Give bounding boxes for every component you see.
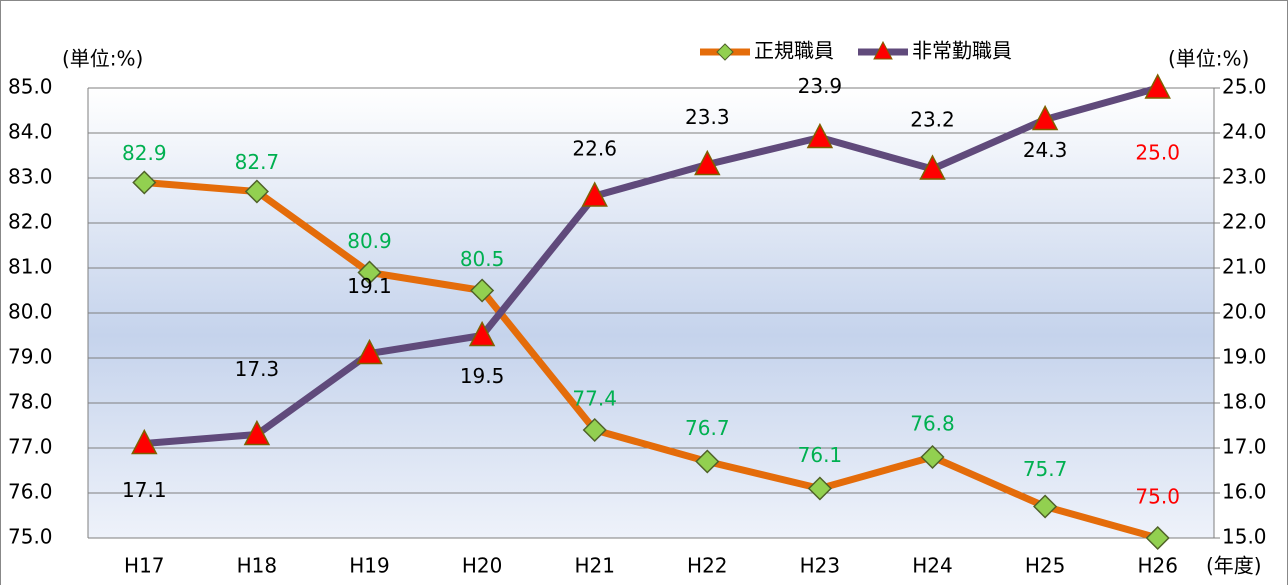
x-tick-label: H17 [124,554,165,578]
marker [806,122,834,149]
marker [244,179,269,204]
y2-tick-label: 16.0 [1222,480,1267,504]
y2-tick-label: 19.0 [1222,345,1267,369]
y2-tick-label: 21.0 [1222,255,1267,279]
x-tick-label: H24 [912,554,953,578]
data-label: 24.3 [1023,138,1068,162]
y2-tick-label: 22.0 [1222,210,1267,234]
data-label: 76.7 [685,416,730,440]
y2-unit-label: (単位:%) [1168,47,1249,71]
marker [1031,104,1059,131]
data-label: 76.1 [798,443,843,467]
marker [919,154,946,180]
data-label: 75.7 [1023,457,1068,481]
data-label: 76.8 [910,412,955,436]
marker [807,476,832,501]
y-tick-label: 77.0 [8,435,53,459]
marker [582,417,607,443]
y-tick-label: 82.0 [8,210,53,234]
y2-tick-label: 23.0 [1222,165,1267,189]
marker [468,320,496,347]
legend-marker [873,40,893,60]
y2-tick-label: 20.0 [1222,300,1267,324]
y-tick-label: 84.0 [8,120,53,144]
marker [243,419,271,446]
data-label: 19.1 [347,274,392,298]
marker [1144,73,1171,99]
y-tick-label: 79.0 [8,345,53,369]
data-label: 23.2 [910,108,955,132]
data-label: 25.0 [1135,141,1180,165]
marker [1145,525,1170,551]
x-tick-label: H19 [349,554,390,578]
x-tick-label: H22 [687,554,728,578]
marker [357,260,382,285]
data-label: 77.4 [572,387,617,411]
y-tick-label: 76.0 [8,480,53,504]
data-label: 80.9 [347,229,392,253]
legend-label: 正規職員 [754,39,834,63]
marker [1033,494,1058,519]
y2-tick-label: 25.0 [1222,75,1267,99]
x-tick-label: H25 [1025,554,1066,578]
y-tick-label: 80.0 [8,300,53,324]
marker [920,444,945,470]
marker [581,181,608,207]
series-line [144,179,1159,542]
data-label: 23.9 [798,74,843,98]
y-tick-label: 75.0 [8,525,53,549]
data-label: 82.9 [122,141,167,165]
y2-tick-label: 17.0 [1222,435,1267,459]
x-tick-label: H23 [800,554,841,578]
data-label: 80.5 [460,247,505,271]
y-unit-label: (単位:%) [62,47,143,71]
x-tick-label: H18 [237,554,278,578]
y2-tick-label: 24.0 [1222,120,1267,144]
y-tick-label: 81.0 [8,255,53,279]
marker [132,170,157,195]
data-label: 23.3 [685,105,730,129]
legend-label: 非常勤職員 [912,39,1012,63]
data-label: 82.7 [235,150,280,174]
series-line [144,84,1159,447]
marker [470,278,495,303]
data-label: 17.3 [235,357,280,381]
x-tick-label: H21 [574,554,615,578]
y2-tick-label: 18.0 [1222,390,1267,414]
marker [695,449,720,474]
data-label: 22.6 [572,137,617,161]
y2-tick-label: 15.0 [1222,525,1267,549]
x-tick-label: H26 [1137,554,1178,578]
data-label: 19.5 [460,364,505,388]
x-axis-label: (年度) [1206,554,1262,578]
marker [131,428,158,455]
marker [694,149,721,176]
x-tick-label: H20 [462,554,503,578]
marker [356,338,383,365]
data-label: 17.1 [122,478,167,502]
y-tick-label: 83.0 [8,165,53,189]
y-tick-label: 78.0 [8,390,53,414]
data-label: 75.0 [1135,485,1180,509]
y-tick-label: 85.0 [8,75,53,99]
legend-marker [716,43,734,61]
